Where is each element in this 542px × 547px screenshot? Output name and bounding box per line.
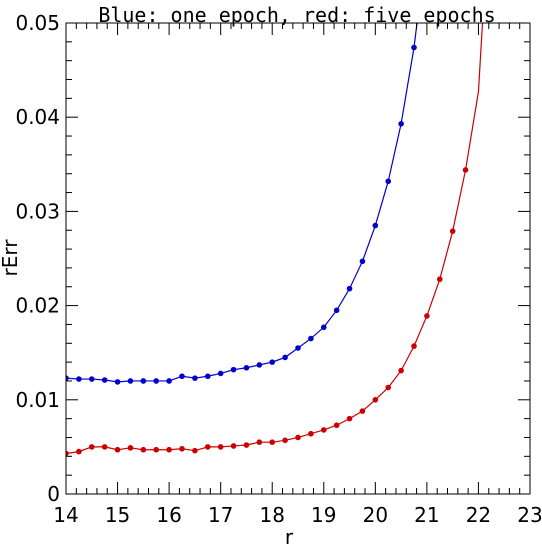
series-2-point: [179, 445, 185, 452]
series-2-point: [424, 313, 430, 319]
series-1-point: [66, 375, 69, 381]
series-2-point: [166, 446, 172, 453]
series-2-point: [127, 445, 134, 451]
series-1-point: [76, 376, 82, 382]
series-1-point: [411, 44, 417, 51]
series-1-point: [295, 345, 301, 351]
series-2-point: [66, 450, 69, 457]
series-2-point: [359, 408, 366, 414]
series-2-point: [411, 343, 417, 349]
series-2-point: [243, 442, 250, 448]
series-2-point: [449, 228, 456, 234]
y-tick-label: 0.03: [15, 199, 60, 223]
series-1-point: [243, 364, 250, 371]
series-1-point: [166, 378, 172, 384]
y-tick-label: 0: [47, 482, 60, 506]
axes-layer: 14 15 16 17 18 19 20 21 22 23 0 0.01 0.02 0.03 0.04 0.0…: [15, 11, 542, 527]
series-2-point: [204, 444, 211, 450]
x-tick-label: 18: [259, 503, 284, 527]
series-1-point: [217, 370, 224, 377]
series-2-point: [398, 367, 404, 374]
series-2-point: [385, 384, 392, 391]
series-line-2: [66, 23, 484, 455]
x-tick-label: 22: [466, 503, 491, 527]
x-axis-title: r: [285, 525, 294, 547]
x-tick-label: 17: [208, 503, 233, 527]
y-tick-label: 0.04: [15, 105, 60, 129]
series-2-point: [256, 439, 263, 445]
series-2-point: [308, 430, 314, 437]
series-2-point: [333, 422, 340, 429]
series-2-point: [217, 444, 224, 450]
series-2-point: [462, 167, 469, 173]
x-tick-label: 14: [53, 503, 78, 527]
series-2-point: [114, 446, 121, 453]
x-tick-label: 19: [311, 503, 336, 527]
x-tick-label: 16: [156, 503, 181, 527]
series-1-point: [204, 373, 211, 380]
series-1-point: [140, 378, 147, 384]
series-2-point: [372, 397, 379, 403]
y-tick-label: 0.01: [15, 388, 60, 412]
series-1-point: [269, 359, 276, 365]
x-tick-label: 15: [105, 503, 130, 527]
series-2-point: [230, 443, 237, 449]
series-1-point: [346, 285, 353, 292]
y-tick-label: 0.05: [15, 11, 60, 35]
series-2-point: [76, 448, 82, 455]
series-layer: [66, 23, 484, 457]
series-1-point: [320, 324, 327, 331]
series-1-point: [101, 377, 108, 383]
x-tick-label: 20: [363, 503, 388, 527]
series-1-point: [385, 178, 392, 185]
series-2-point: [282, 437, 288, 444]
x-tick-label: 21: [414, 503, 439, 527]
series-1-point: [372, 222, 379, 229]
series-1-point: [192, 375, 198, 381]
series-1-point: [114, 379, 121, 385]
series-1-point: [282, 354, 288, 361]
y-tick-label: 0.02: [15, 294, 60, 318]
series-1-point: [88, 376, 95, 382]
series-2-point: [320, 427, 327, 433]
series-1-point: [127, 378, 134, 384]
series-1-point: [230, 366, 237, 373]
series-1-point: [398, 120, 404, 127]
series-2-point: [346, 415, 353, 422]
series-2-point: [269, 439, 276, 445]
series-1-point: [359, 258, 366, 265]
series-1-point: [256, 362, 263, 368]
x-tick-label: 23: [517, 503, 542, 527]
series-2-point: [140, 446, 147, 453]
series-2-point: [101, 444, 108, 450]
series-line-1: [66, 23, 418, 383]
series-2-point: [153, 446, 160, 453]
series-2-point: [88, 444, 95, 450]
series-2-point: [192, 447, 198, 454]
series-2-point: [295, 434, 301, 441]
series-2-point: [436, 276, 443, 283]
series-1-point: [179, 373, 185, 380]
series-1-point: [333, 307, 340, 314]
series-1-point: [308, 335, 314, 342]
plot-frame: [65, 22, 531, 495]
y-axis-title: rErr: [0, 239, 22, 277]
series-1-point: [153, 378, 160, 384]
